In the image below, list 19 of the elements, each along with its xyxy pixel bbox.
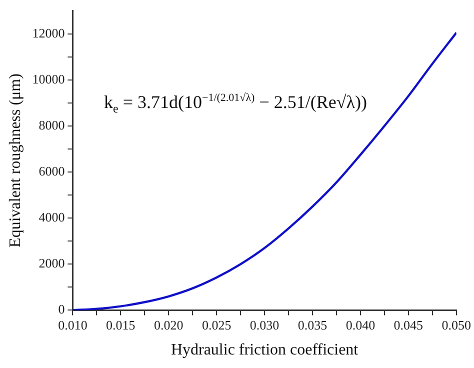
x-tick-label: 0.030 — [250, 317, 280, 332]
y-tick-label: 0 — [58, 302, 65, 317]
x-tick-label: 0.040 — [346, 317, 376, 332]
y-tick-label: 6000 — [38, 163, 65, 178]
annotation: k$_{e}$ = 3.71d(10$^{−1/(2.01√λ)}$ − 2.51/(Re√λ)) — [104, 92, 367, 117]
y-tick-label: 4000 — [38, 210, 65, 224]
x-tick-label: 0.045 — [394, 317, 424, 332]
y-tick-label: 10000 — [32, 71, 65, 86]
y-tick-label: 2000 — [38, 256, 65, 271]
x-tick-label: 0.025 — [202, 317, 232, 332]
x-tick-label: 0.015 — [106, 317, 136, 332]
x-tick-label: 0.010 — [58, 317, 88, 332]
x-tick-label: 0.035 — [298, 317, 328, 332]
x-tick-label: 0.050 — [442, 317, 471, 332]
x-tick-label: 0.020 — [154, 317, 184, 332]
x-axis-title: Hydraulic friction coefficient — [170, 342, 359, 359]
y-tick-label: 8000 — [38, 117, 65, 132]
y-tick-label: 12000 — [32, 25, 65, 40]
y-axis-title: Equivalent roughness (μm) — [6, 74, 24, 248]
